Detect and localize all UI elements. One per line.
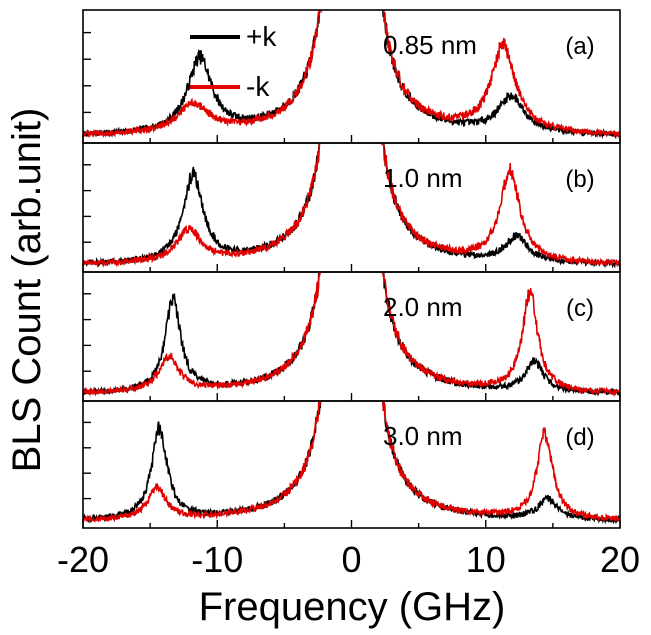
series-line-plus-k bbox=[83, 401, 620, 525]
panels-group: 0.85 nm (a) 1.0 nm (b) 2.0 nm (c) 3.0 nm (d) +k -… bbox=[82, 9, 621, 529]
series-line-minus-k bbox=[83, 10, 620, 139]
series-line-minus-k bbox=[83, 401, 620, 524]
x-axis-label: Frequency (GHz) bbox=[199, 585, 506, 629]
series-line-plus-k bbox=[83, 143, 620, 269]
series-line-plus-k bbox=[83, 272, 620, 398]
panel-letter: (b) bbox=[565, 166, 594, 193]
x-tick-label: 20 bbox=[600, 539, 640, 580]
panel-thickness-label: 2.0 nm bbox=[383, 292, 463, 322]
x-tick-label: 10 bbox=[466, 539, 506, 580]
panel-a: 0.85 nm (a) bbox=[82, 9, 621, 144]
legend-label-plus-k: +k bbox=[246, 21, 277, 52]
panel-thickness-label: 1.0 nm bbox=[383, 163, 463, 193]
legend-label-minus-k: -k bbox=[246, 71, 270, 102]
panel-c: 2.0 nm (c) bbox=[82, 271, 621, 402]
panel-letter: (a) bbox=[565, 33, 594, 60]
x-axis: -20 -10 0 10 20 bbox=[57, 539, 640, 580]
series-line-plus-k bbox=[83, 10, 620, 140]
panel-thickness-label: 3.0 nm bbox=[383, 421, 463, 451]
panel-letter: (d) bbox=[565, 424, 594, 451]
y-axis-label: BLS Count (arb.unit) bbox=[5, 108, 49, 473]
panel-thickness-label: 0.85 nm bbox=[383, 30, 477, 60]
panel-frame bbox=[82, 400, 621, 529]
legend: +k -k bbox=[190, 21, 277, 102]
series-line-minus-k bbox=[83, 143, 620, 269]
panel-b: 1.0 nm (b) bbox=[82, 142, 621, 273]
panel-letter: (c) bbox=[566, 295, 594, 322]
x-tick-label: -20 bbox=[57, 539, 109, 580]
series-line-minus-k bbox=[83, 272, 620, 397]
panel-d: 3.0 nm (d) bbox=[82, 400, 621, 529]
x-tick-label: 0 bbox=[341, 539, 361, 580]
x-tick-label: -10 bbox=[191, 539, 243, 580]
